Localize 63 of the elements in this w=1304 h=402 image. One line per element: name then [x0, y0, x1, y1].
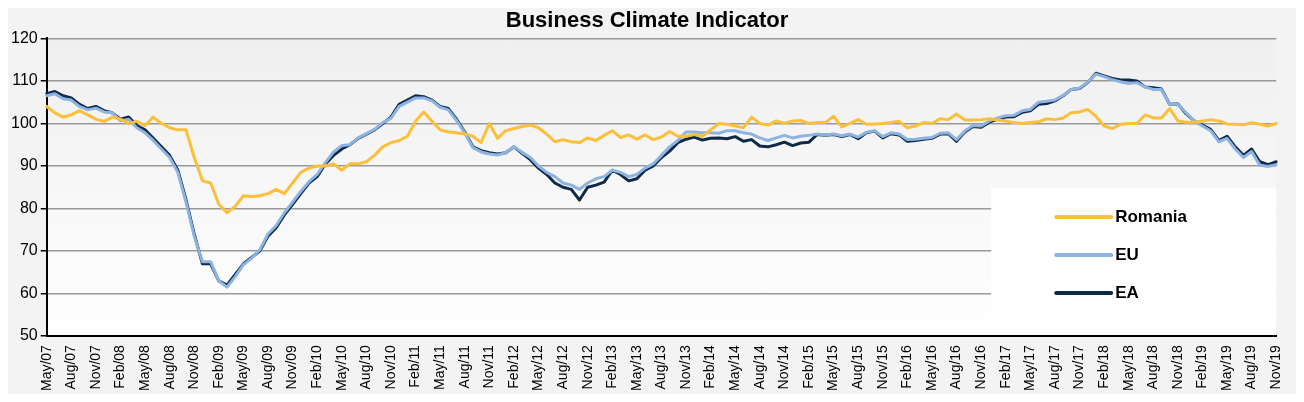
y-tick-label: 120	[10, 28, 38, 46]
x-tick-label: Nov/17	[1070, 344, 1087, 390]
y-tick-label: 50	[19, 326, 38, 344]
legend-label: EA	[1115, 282, 1139, 302]
y-tick-label: 60	[19, 283, 38, 301]
x-tick-label: Nov/14	[775, 344, 792, 390]
x-tick-label: Feb/09	[209, 344, 226, 389]
x-tick-label: Feb/19	[1193, 344, 1210, 389]
x-tick-label: Nov/09	[283, 344, 300, 390]
x-tick-label: Aug/14	[750, 344, 767, 390]
x-tick-label: Feb/18	[1094, 344, 1111, 389]
x-tick-label: Aug/09	[258, 344, 275, 390]
x-tick-label: Aug/11	[455, 344, 472, 389]
y-tick-label: 70	[19, 241, 38, 259]
x-tick-label: Nov/12	[578, 344, 595, 390]
x-tick-label: May/14	[726, 344, 743, 392]
chart-title: Business Climate Indicator	[505, 7, 789, 33]
x-tick-label: Aug/07	[62, 344, 79, 390]
x-tick-label: May/18	[1119, 344, 1136, 392]
x-tick-label: Nov/10	[381, 344, 398, 390]
x-tick-label: May/12	[529, 344, 546, 392]
x-tick-label: Aug/19	[1242, 344, 1259, 390]
x-tick-label: May/19	[1217, 344, 1234, 392]
legend-label: EU	[1115, 244, 1139, 264]
x-tick-label: Aug/08	[160, 344, 177, 390]
x-tick-label: Aug/12	[553, 344, 570, 390]
x-tick-label: Feb/16	[898, 344, 915, 389]
x-tick-label: May/15	[824, 344, 841, 392]
x-tick-label: May/07	[37, 344, 54, 392]
x-tick-label: Nov/18	[1168, 344, 1185, 390]
y-tick-label: 80	[19, 198, 38, 216]
x-tick-label: Aug/16	[947, 344, 964, 390]
x-tick-label: Nov/07	[86, 344, 103, 390]
x-tick-label: Nov/16	[971, 344, 988, 390]
x-tick-label: Feb/13	[603, 344, 620, 389]
x-tick-label: Aug/17	[1045, 344, 1062, 390]
x-tick-label: Nov/19	[1267, 344, 1284, 390]
x-tick-label: Feb/15	[799, 344, 816, 389]
x-tick-label: Nov/13	[676, 344, 693, 390]
y-tick-label: 110	[12, 71, 38, 89]
x-tick-label: May/08	[135, 344, 152, 392]
y-tick-label: 100	[10, 113, 38, 131]
x-tick-label: Nov/15	[873, 344, 890, 390]
x-tick-label: Feb/10	[308, 344, 325, 389]
x-tick-label: Feb/08	[111, 344, 128, 389]
x-tick-label: Aug/18	[1144, 344, 1161, 390]
x-tick-label: May/17	[1021, 344, 1038, 392]
x-tick-label: May/10	[332, 344, 349, 392]
x-tick-label: May/09	[234, 344, 251, 392]
x-tick-label: May/11	[431, 344, 447, 390]
y-tick-label: 90	[19, 156, 38, 174]
x-tick-label: Feb/17	[996, 344, 1013, 389]
x-tick-label: Nov/08	[185, 344, 202, 390]
x-tick-label: Aug/15	[849, 344, 866, 390]
x-tick-label: Nov/11	[480, 344, 497, 389]
x-tick-label: Feb/12	[504, 344, 521, 389]
x-tick-label: May/13	[627, 344, 644, 392]
x-tick-label: Feb/14	[701, 344, 718, 389]
x-tick-label: Aug/13	[652, 344, 669, 390]
x-tick-label: Aug/10	[357, 344, 374, 390]
x-tick-label: May/16	[922, 344, 939, 392]
legend-label: Romania	[1115, 206, 1188, 226]
x-tick-label: Feb/11	[406, 344, 423, 388]
